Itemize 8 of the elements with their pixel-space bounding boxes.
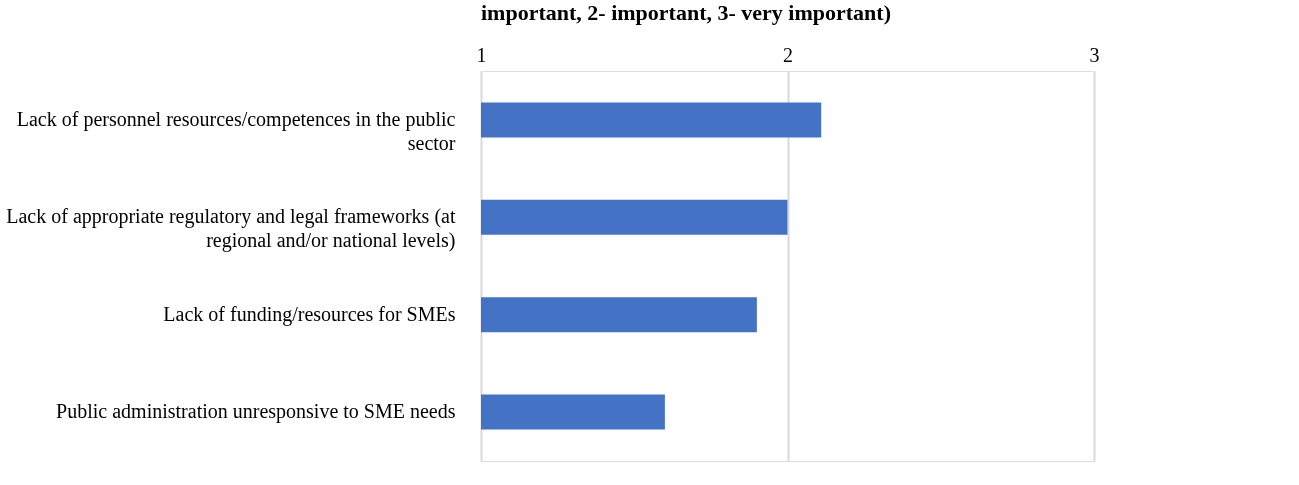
x-tick-label: 1 xyxy=(476,43,487,66)
y-tick-label: Lack of personnel resources/competences in the public sector xyxy=(16,108,456,155)
y-tick-label: Lack of funding/resources for SMEs xyxy=(163,302,456,326)
chart-title: important, 2- important, 3- very important) xyxy=(481,0,891,25)
y-tick-label: Public administration unresponsive to SME needs xyxy=(56,399,456,423)
y-tick-label: Lack of appropriate regulatory and legal frameworks (at regional and/or national levels) xyxy=(6,205,456,253)
x-tick-label: 3 xyxy=(1089,43,1100,66)
x-tick-label: 2 xyxy=(783,43,793,66)
